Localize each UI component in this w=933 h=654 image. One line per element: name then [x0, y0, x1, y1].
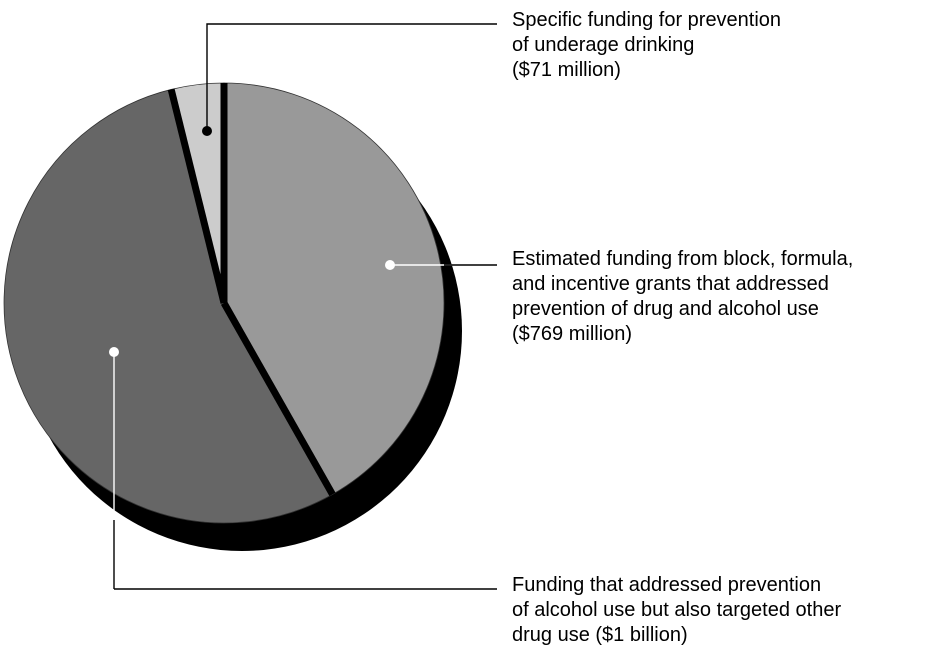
slice-label-line: drug use ($1 billion)	[512, 624, 688, 646]
slice-separator	[167, 88, 228, 304]
marker-underage-drinking	[202, 126, 212, 136]
slice-alcohol-other-drugs	[3, 88, 334, 524]
slice-label-alcohol-other-drugs: Funding that addressed prevention of alc…	[512, 573, 841, 648]
slice-label-line: ($769 million)	[512, 323, 633, 345]
slice-separator	[220, 301, 336, 497]
slice-label-line: ($71 million)	[512, 59, 621, 81]
slice-label-line: Funding that addressed prevention	[512, 574, 822, 596]
pie-slice-layer	[3, 82, 445, 524]
pie-separator-layer	[167, 83, 336, 497]
slice-label-line: Specific funding for prevention	[512, 9, 782, 31]
marker-block-grants	[385, 260, 395, 270]
slice-label-line: of alcohol use but also targeted other	[512, 599, 842, 621]
slice-label-line: of underage drinking	[512, 34, 695, 56]
slice-label-line: Estimated funding from block, formula,	[512, 248, 854, 270]
leader-line-underage-drinking	[206, 23, 497, 131]
leader-line-layer	[113, 23, 497, 590]
slice-label-line: prevention of drug and alcohol use	[512, 298, 819, 320]
slice-label-underage-drinking: Specific funding for prevention of under…	[512, 8, 781, 83]
marker-alcohol-other-drugs	[109, 347, 119, 357]
slice-label-block-grants: Estimated funding from block, formula, a…	[512, 247, 853, 347]
slice-block-grants	[223, 82, 445, 495]
slice-label-line: and incentive grants that addressed	[512, 273, 829, 295]
marker-layer	[109, 126, 395, 357]
